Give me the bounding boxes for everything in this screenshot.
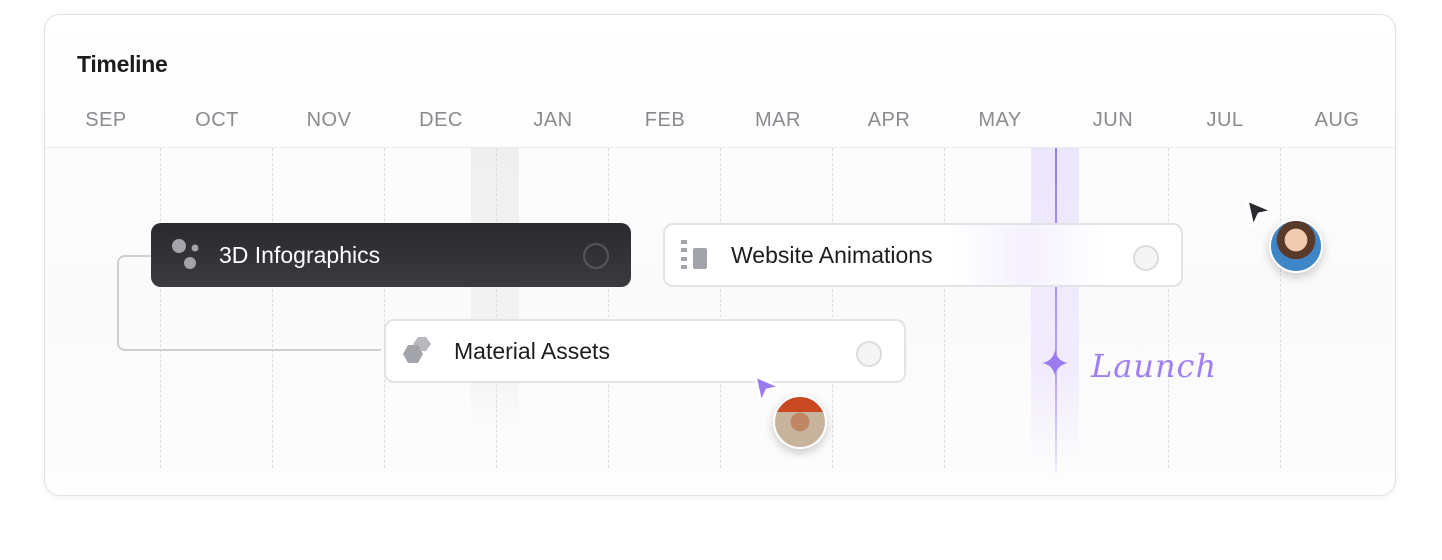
- task-website-animations[interactable]: Website Animations: [663, 223, 1183, 287]
- grid-line: [832, 148, 833, 468]
- month-header: SEP OCT NOV DEC JAN FEB MAR APR MAY JUN …: [45, 109, 1395, 133]
- man-avatar: [773, 395, 827, 449]
- month-label: JAN: [533, 109, 573, 131]
- bars-icon: [681, 240, 707, 269]
- task-material-assets[interactable]: Material Assets: [384, 319, 906, 383]
- task-label: Material Assets: [454, 337, 610, 364]
- task-label: Website Animations: [731, 241, 933, 268]
- grid-line: [496, 148, 497, 468]
- milestone-label: Launch: [1091, 347, 1218, 385]
- task-label: 3D Infographics: [219, 241, 381, 268]
- hexagons-icon: [403, 337, 431, 363]
- month-label: JUL: [1206, 109, 1244, 131]
- status-circle[interactable]: [856, 341, 882, 367]
- grid-line: [160, 148, 161, 468]
- status-circle[interactable]: [1133, 245, 1159, 271]
- month-label: SEP: [85, 109, 127, 131]
- header-divider: [45, 147, 1395, 148]
- month-label: MAY: [978, 109, 1022, 131]
- grid-line: [720, 148, 721, 468]
- grid-line: [1168, 148, 1169, 468]
- today-band: [471, 148, 519, 438]
- month-label: NOV: [306, 109, 352, 131]
- timeline-card: Timeline SEP OCT NOV DEC JAN FEB MAR APR…: [44, 14, 1396, 496]
- grid-line: [1280, 148, 1281, 468]
- task-3d-infographics[interactable]: 3D Infographics: [151, 223, 631, 287]
- sparkle-icon: [1042, 350, 1068, 376]
- month-label: AUG: [1314, 109, 1360, 131]
- month-label: FEB: [644, 109, 686, 131]
- timeline-title: Timeline: [77, 51, 168, 77]
- grid-line: [608, 148, 609, 468]
- woman-avatar: [1269, 219, 1323, 273]
- month-label: MAR: [755, 109, 801, 131]
- grid-line: [944, 148, 945, 468]
- month-label: OCT: [195, 109, 239, 131]
- grid-line: [384, 148, 385, 468]
- cursor-icon: [753, 374, 783, 405]
- status-circle[interactable]: [583, 243, 609, 269]
- cursor-icon: [1245, 198, 1275, 229]
- month-label: DEC: [419, 109, 463, 131]
- month-label: APR: [867, 109, 911, 131]
- month-label: JUN: [1092, 109, 1134, 131]
- milestone-line: [1055, 148, 1057, 473]
- dots-icon: [172, 239, 199, 269]
- grid-line: [272, 148, 273, 468]
